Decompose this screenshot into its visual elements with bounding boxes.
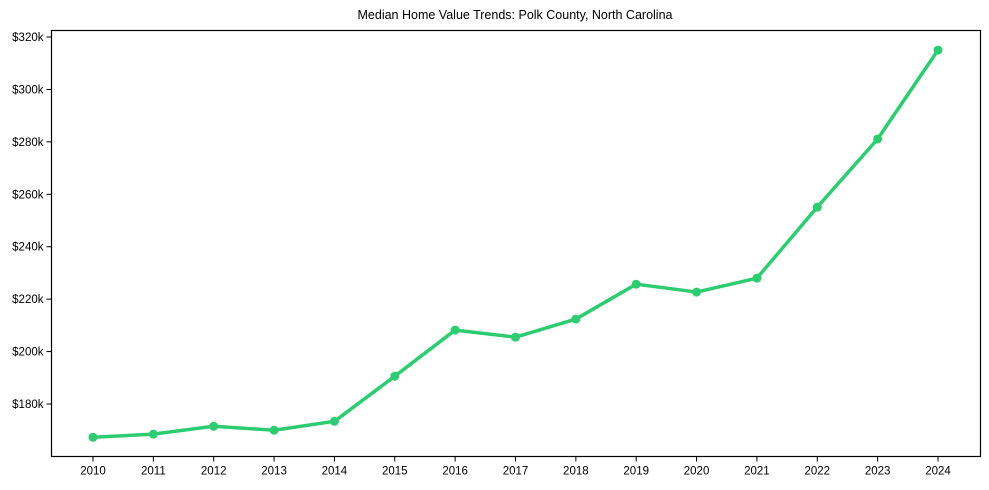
y-tick-label: $280k	[12, 137, 44, 149]
x-tick-label: 2020	[684, 466, 710, 478]
data-point-marker[interactable]	[812, 202, 822, 212]
x-tick-label: 2019	[623, 466, 649, 478]
data-point-marker[interactable]	[390, 371, 400, 381]
data-point-marker[interactable]	[692, 287, 702, 297]
data-point-marker[interactable]	[88, 432, 98, 442]
y-tick-label: $300k	[12, 84, 44, 96]
x-tick-label: 2017	[503, 466, 529, 478]
y-tick-label: $320k	[12, 32, 44, 44]
x-tick-label: 2012	[201, 466, 227, 478]
data-point-marker[interactable]	[329, 416, 339, 426]
y-tick-label: $180k	[12, 399, 44, 411]
data-point-marker[interactable]	[269, 425, 279, 435]
axes-frame	[50, 29, 982, 458]
x-tick-label: 2024	[925, 466, 951, 478]
data-point-marker[interactable]	[933, 45, 943, 55]
y-tick-label: $200k	[12, 347, 44, 359]
x-tick-label: 2010	[80, 466, 106, 478]
x-tick-label: 2014	[322, 466, 348, 478]
y-tick-label: $220k	[12, 294, 44, 306]
x-tick-label: 2022	[804, 466, 830, 478]
data-point-marker[interactable]	[571, 314, 581, 324]
series-line	[91, 48, 940, 440]
data-point-marker[interactable]	[752, 273, 762, 283]
data-point-marker[interactable]	[450, 325, 460, 335]
y-tick-label: $240k	[12, 242, 44, 254]
data-point-marker[interactable]	[209, 421, 219, 431]
data-point-marker[interactable]	[148, 429, 158, 439]
y-axis: $180k $200k $220k $240k $260k $280k $300k $320k	[12, 32, 52, 411]
x-tick-label: 2013	[261, 466, 287, 478]
x-tick-label: 2018	[563, 466, 589, 478]
data-point-marker[interactable]	[631, 279, 641, 289]
x-tick-label: 2011	[141, 466, 166, 478]
x-tick-label: 2016	[442, 466, 468, 478]
x-tick-label: 2021	[744, 466, 770, 478]
x-tick-label: 2023	[865, 466, 891, 478]
x-tick-label: 2015	[382, 466, 408, 478]
data-point-marker[interactable]	[873, 134, 883, 144]
y-tick-label: $260k	[12, 189, 44, 201]
chart-title: Median Home Value Trends: Polk County, N…	[357, 8, 673, 22]
data-point-marker[interactable]	[511, 332, 520, 342]
plot-area	[88, 45, 943, 442]
x-axis: 2010 2011 2012 2013 2014 2015 2016 2017 2018 2019…	[80, 456, 951, 478]
